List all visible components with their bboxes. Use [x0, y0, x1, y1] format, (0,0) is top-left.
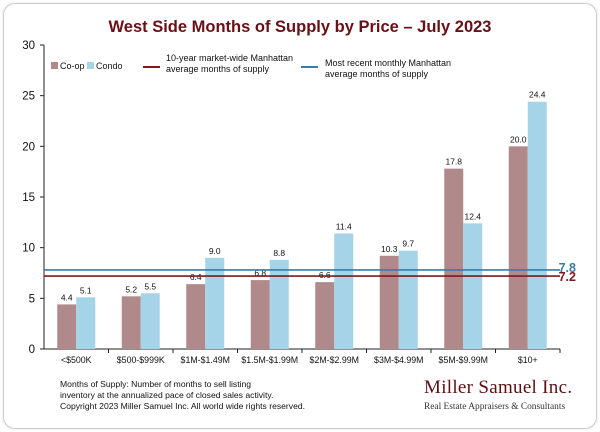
x-tick-label: $5M-$9.99M: [439, 355, 488, 365]
bar-condo: [398, 250, 418, 349]
bar-condo: [140, 293, 160, 349]
bar-data-label: 8.8: [273, 248, 285, 258]
bar-condo: [334, 233, 354, 349]
bar-data-label: 11.4: [336, 221, 352, 231]
bar-data-label: 6.4: [190, 272, 202, 282]
legend-label-coop: Co-op: [60, 61, 85, 71]
x-tick-label: $10+: [518, 355, 538, 365]
legend-label-condo: Condo: [96, 61, 123, 71]
legend-swatch-coop: [51, 62, 58, 69]
company-tagline: Real Estate Appraisers & Consultants: [424, 402, 566, 412]
bar-data-label: 20.0: [510, 134, 527, 144]
bar-data-label: 4.4: [61, 292, 73, 302]
bar-data-label: 6.8: [254, 268, 266, 278]
reference-line-label: 7.2: [559, 270, 576, 284]
bar-data-label: 6.6: [319, 270, 331, 280]
bars: 4.4 5.2 6.4 6.8 6.6 10.3 17.8 20.0 5.1 5.5 9.0 8.8 1…: [57, 90, 547, 349]
x-tick-label: $1.5M-$1.99M: [241, 355, 298, 365]
x-tick-label: <$500K: [61, 355, 92, 365]
bar-co-op: [508, 146, 528, 349]
bar-co-op: [57, 304, 77, 349]
chart-frame: [3, 3, 597, 429]
y-tick-label: 5: [29, 293, 35, 305]
y-tick-label: 10: [22, 243, 35, 255]
footnote-line-2: inventory at the annualized pace of clos…: [60, 390, 274, 400]
y-axis-ticks: 0 5 10 15 20 25 30: [22, 40, 44, 356]
x-tick-label: $3M-$4.99M: [374, 355, 423, 365]
bar-data-label: 5.5: [144, 281, 156, 291]
bar-condo: [527, 101, 547, 349]
bar-condo: [76, 297, 96, 349]
y-tick-label: 20: [22, 141, 35, 153]
bar-data-label: 5.2: [125, 284, 137, 294]
reference-lines: 7.27.8: [44, 261, 576, 284]
bar-co-op: [121, 296, 141, 349]
legend-label-recent-monthly-line1: Most recent monthly Manhattan: [325, 58, 451, 68]
bar-data-label: 12.4: [464, 211, 481, 221]
x-tick-label: $1M-$1.49M: [181, 355, 230, 365]
bar-co-op: [315, 282, 335, 349]
company-logo-text: Miller Samuel Inc.: [424, 377, 573, 398]
bar-co-op: [186, 284, 206, 349]
footnote-line-3: Copyright 2023 Miller Samuel Inc. All wo…: [60, 401, 306, 411]
bar-data-label: 24.4: [529, 90, 546, 100]
legend-label-10yr-average-line2: average months of supply: [166, 64, 270, 74]
bar-co-op: [379, 255, 399, 349]
bar-co-op: [444, 168, 464, 349]
legend: Co-op Condo 10-year market-wide Manhatta…: [51, 53, 451, 79]
x-tick-label: $2M-$2.99M: [310, 355, 359, 365]
footnote-line-1: Months of Supply: Number of months to se…: [60, 379, 252, 389]
bar-co-op: [250, 280, 270, 349]
y-tick-label: 15: [22, 192, 35, 204]
y-tick-label: 25: [22, 91, 35, 103]
x-tick-label: $500-$999K: [117, 355, 165, 365]
bar-data-label: 10.3: [381, 244, 398, 254]
y-tick-label: 0: [29, 344, 35, 356]
legend-label-10yr-average-line1: 10-year market-wide Manhattan: [166, 53, 293, 63]
footnote: Months of Supply: Number of months to se…: [60, 379, 360, 412]
legend-label-recent-monthly-line2: average months of supply: [325, 69, 429, 79]
bar-condo: [463, 223, 483, 349]
reference-line-label: 7.8: [559, 261, 576, 275]
bar-data-label: 17.8: [445, 157, 462, 167]
legend-swatch-condo: [87, 62, 94, 69]
y-tick-label: 30: [22, 40, 35, 52]
bar-data-label: 5.1: [80, 285, 92, 295]
bar-condo: [205, 257, 225, 349]
bar-condo: [269, 259, 289, 349]
bar-data-label: 9.0: [209, 246, 221, 256]
x-axis-ticks: <$500K $500-$999K $1M-$1.49M $1.5M-$1.99M $2…: [61, 349, 561, 365]
chart-title: West Side Months of Supply by Price – Ju…: [109, 18, 492, 36]
bar-data-label: 9.7: [402, 239, 414, 249]
